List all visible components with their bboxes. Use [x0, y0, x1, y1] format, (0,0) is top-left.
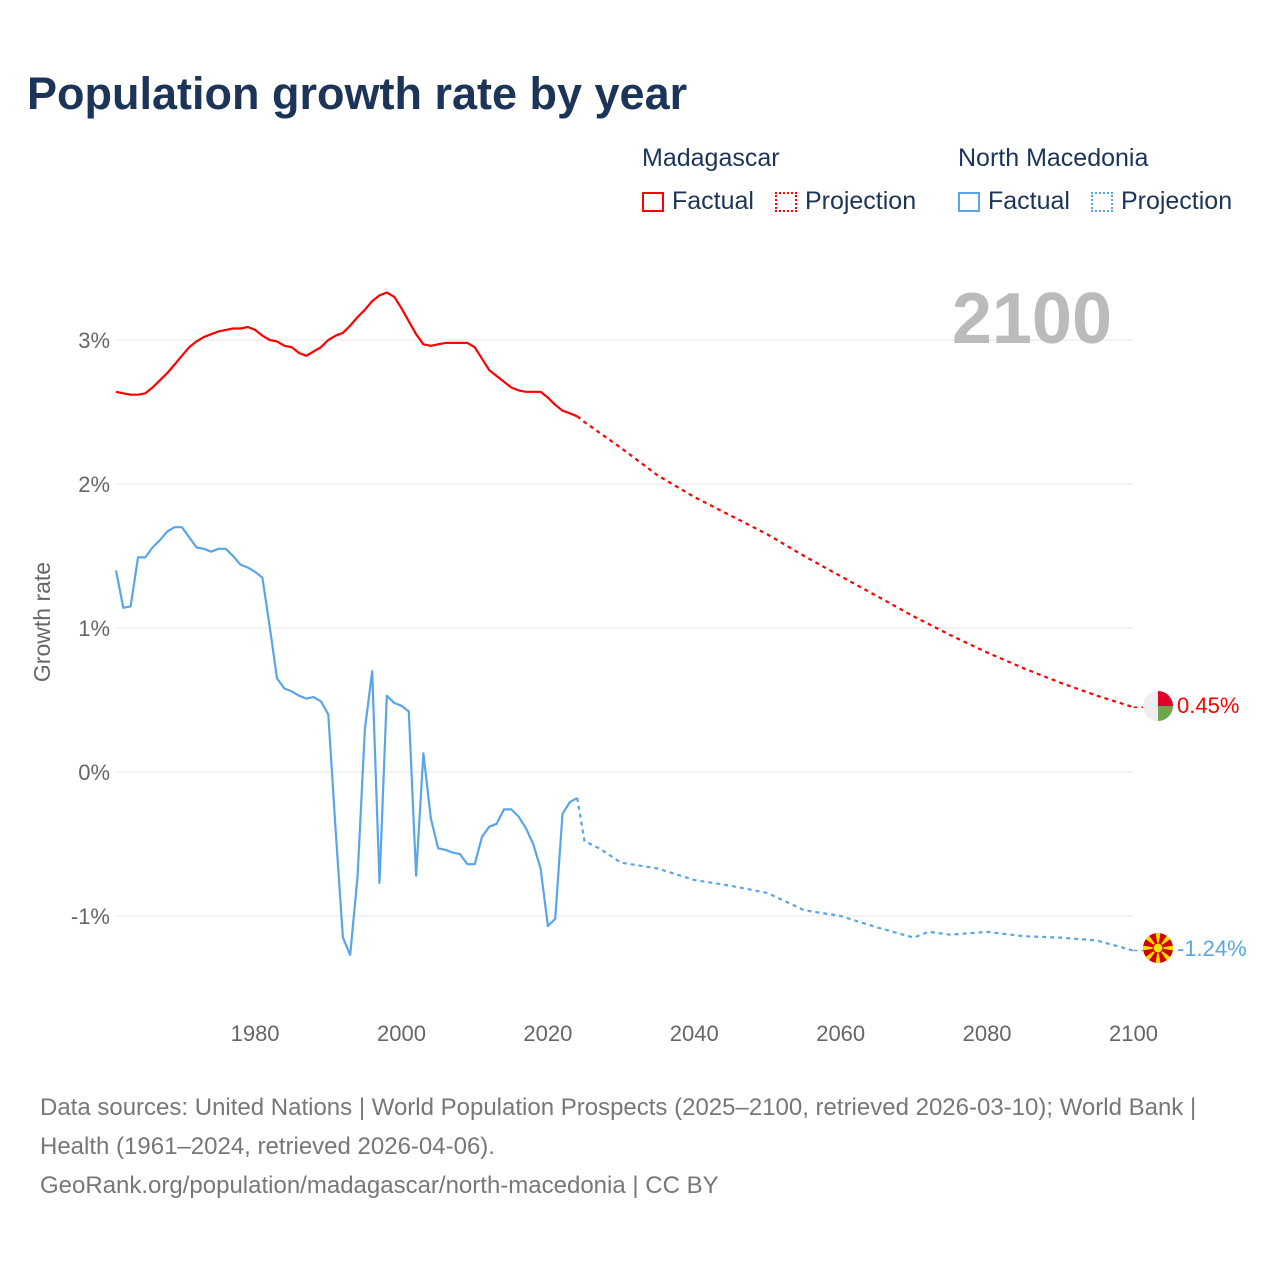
- x-tick-label: 2000: [377, 1021, 426, 1046]
- north-macedonia-end-label: -1.24%: [1177, 936, 1247, 961]
- y-tick-label: 1%: [78, 616, 110, 641]
- x-tick-label: 2060: [816, 1021, 865, 1046]
- legend-label: Projection: [1120, 187, 1233, 215]
- footer: Data sources: United Nations | World Pop…: [40, 1088, 1240, 1205]
- north-macedonia-factual-line: [114, 526, 578, 957]
- madagascar-factual-line: [115, 291, 578, 418]
- data-sources: Data sources: United Nations | World Pop…: [40, 1094, 1197, 1160]
- solid-swatch-icon: [642, 191, 664, 212]
- legend-north-macedonia-projection[interactable]: Projection: [1090, 187, 1233, 216]
- x-tick-label: 2080: [963, 1021, 1012, 1046]
- x-tick-label: 2100: [1109, 1021, 1158, 1046]
- source-link[interactable]: GeoRank.org/population/madagascar/north-…: [40, 1172, 719, 1199]
- y-tick-label: -1%: [71, 904, 110, 929]
- legend-madagascar-factual[interactable]: Factual: [642, 187, 754, 216]
- legend-label: Factual: [672, 187, 754, 215]
- legend-madagascar: Madagascar Factual Projection: [642, 144, 930, 219]
- y-tick-label: 3%: [78, 328, 110, 353]
- y-tick-label: 0%: [78, 760, 110, 785]
- legend-group-title: Madagascar: [642, 144, 780, 172]
- chart-title: Population growth rate by year: [27, 68, 688, 119]
- north-macedonia-flag-icon: [1143, 933, 1173, 963]
- legend-label: Factual: [988, 187, 1070, 215]
- legend-north-macedonia: North Macedonia Factual Projection: [958, 144, 1246, 219]
- madagascar-flag-icon: [1143, 691, 1173, 721]
- y-tick-label: 2%: [78, 472, 110, 497]
- legend-madagascar-projection[interactable]: Projection: [774, 187, 917, 216]
- madagascar-projection-line: [576, 415, 1134, 709]
- line-chart: 3%2%1%0%-1%1980 2000 2020 2040 2060 2080 2100 …: [29, 279, 1247, 1046]
- dotted-swatch-icon: [774, 191, 797, 212]
- madagascar-end-label: 0.45%: [1177, 693, 1239, 718]
- solid-swatch-icon: [958, 191, 980, 212]
- legend-group-title: North Macedonia: [958, 144, 1149, 172]
- y-axis-label: Growth rate: [29, 562, 55, 682]
- legend-north-macedonia-factual[interactable]: Factual: [958, 187, 1070, 216]
- x-tick-label: 1980: [231, 1021, 280, 1046]
- north-macedonia-projection-line: [576, 797, 1134, 952]
- legend-label: Projection: [804, 187, 917, 215]
- dotted-swatch-icon: [1090, 191, 1113, 212]
- x-tick-label: 2020: [523, 1021, 572, 1046]
- x-tick-label: 2040: [670, 1021, 719, 1046]
- year-label: 2100: [952, 279, 1112, 359]
